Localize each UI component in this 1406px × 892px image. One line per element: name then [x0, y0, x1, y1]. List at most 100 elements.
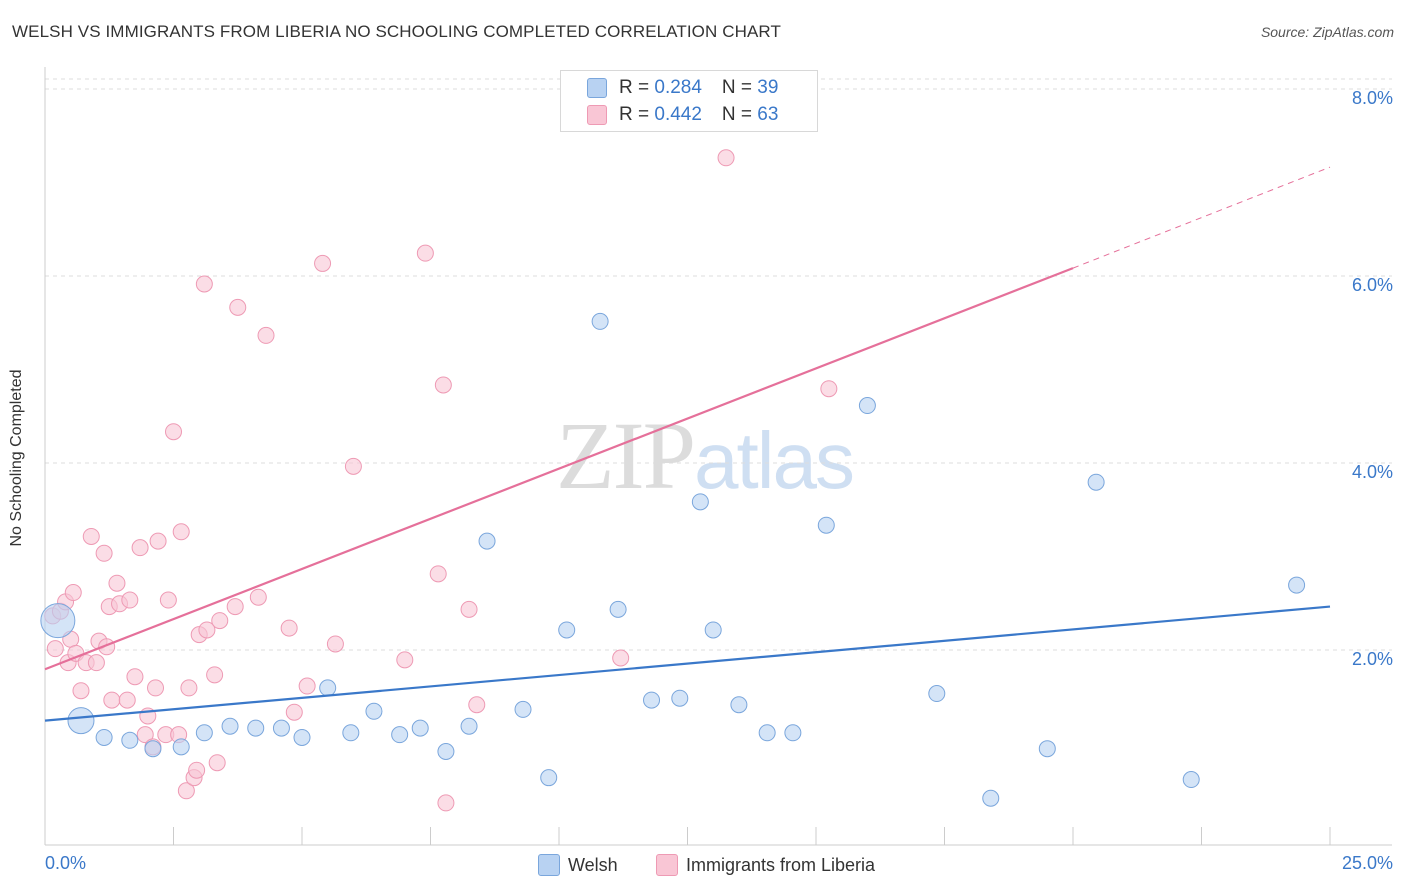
- liberia-point: [87, 654, 105, 672]
- liberia-point: [468, 696, 486, 714]
- welsh-legend-label: Welsh: [568, 855, 618, 875]
- liberia-point: [46, 640, 64, 658]
- liberia-point: [416, 244, 434, 262]
- welsh-point: [858, 397, 876, 415]
- liberia-point: [159, 591, 177, 609]
- liberia-point: [131, 539, 149, 557]
- liberia-point: [612, 649, 630, 667]
- liberia-point: [165, 423, 182, 441]
- x-tick-label: 25.0%: [1342, 853, 1393, 873]
- welsh-r-value: 0.284: [654, 77, 702, 98]
- welsh-point: [758, 724, 776, 742]
- chart-title: WELSH VS IMMIGRANTS FROM LIBERIA NO SCHO…: [12, 22, 781, 41]
- liberia-point: [314, 254, 332, 272]
- welsh-point: [982, 789, 1000, 807]
- liberia-point: [195, 275, 213, 293]
- welsh-point: [172, 738, 190, 756]
- welsh-point: [121, 731, 139, 749]
- liberia-point: [126, 668, 144, 686]
- liberia-n-label: N =: [721, 104, 758, 125]
- watermark-atlas: atlas: [694, 416, 855, 505]
- watermark: ZIPatlas: [556, 400, 855, 511]
- welsh-point: [609, 600, 627, 618]
- liberia-point: [118, 691, 136, 709]
- liberia-r-value: 0.442: [654, 104, 702, 125]
- welsh-point: [1038, 740, 1056, 758]
- welsh-point: [1087, 473, 1105, 491]
- liberia-point: [280, 619, 298, 637]
- liberia-point: [180, 679, 198, 697]
- liberia-point: [298, 677, 316, 695]
- liberia-point: [95, 544, 113, 562]
- liberia-point: [717, 149, 735, 167]
- liberia-trend-line: [44, 267, 1074, 671]
- welsh-point: [478, 532, 496, 550]
- welsh-point: [928, 685, 946, 703]
- welsh-legend-swatch: [538, 854, 560, 876]
- liberia-point: [344, 457, 362, 475]
- liberia-point: [188, 761, 206, 779]
- y-tick-label: 6.0%: [1352, 275, 1393, 295]
- legend-liberia-stats: R = 0.442 N = 63: [619, 102, 778, 128]
- welsh-point: [247, 719, 265, 737]
- welsh-point: [817, 516, 835, 534]
- liberia-points: [44, 149, 838, 812]
- y-tick-label: 2.0%: [1352, 649, 1393, 669]
- welsh-point: [195, 724, 213, 742]
- legend-welsh-stats: R = 0.284 N = 39: [619, 75, 778, 101]
- welsh-point: [221, 717, 239, 735]
- liberia-point: [229, 298, 247, 316]
- source-label: Source: ZipAtlas.com: [1260, 24, 1394, 40]
- liberia-point: [172, 523, 190, 541]
- welsh-point: [460, 717, 478, 735]
- liberia-point: [285, 703, 303, 721]
- welsh-point: [342, 724, 360, 742]
- liberia-point: [206, 666, 224, 684]
- welsh-point: [391, 726, 409, 744]
- liberia-r-label: R =: [619, 104, 655, 125]
- liberia-point: [460, 600, 478, 618]
- liberia-point: [396, 651, 414, 669]
- liberia-legend-label: Immigrants from Liberia: [686, 855, 876, 875]
- welsh-point: [411, 719, 429, 737]
- welsh-point: [730, 696, 748, 714]
- liberia-trend-extension: [1072, 166, 1331, 269]
- welsh-point: [591, 312, 609, 330]
- welsh-points: [40, 312, 1306, 807]
- legend-top: R = 0.284 N = 39 R = 0.442 N = 63: [560, 70, 818, 132]
- liberia-point: [147, 679, 165, 697]
- welsh-point: [691, 493, 709, 511]
- liberia-point: [211, 612, 229, 630]
- liberia-point: [226, 598, 244, 616]
- welsh-point: [437, 743, 455, 760]
- liberia-point: [820, 380, 838, 398]
- welsh-point: [540, 769, 558, 787]
- legend-bottom: Welsh Immigrants from Liberia: [0, 852, 1406, 878]
- welsh-point: [1182, 771, 1200, 789]
- liberia-point: [177, 782, 195, 800]
- tick-labels: 2.0% 4.0% 6.0% 8.0% 0.0% 25.0%: [45, 88, 1393, 873]
- welsh-point: [319, 679, 337, 697]
- liberia-n-value: 63: [757, 104, 779, 125]
- welsh-point: [784, 724, 802, 742]
- liberia-point: [434, 376, 452, 394]
- welsh-point: [704, 621, 722, 639]
- liberia-point: [121, 591, 139, 609]
- welsh-r-label: R =: [619, 77, 655, 98]
- liberia-point: [108, 574, 126, 592]
- welsh-n-label: N =: [721, 77, 758, 98]
- liberia-point: [208, 754, 226, 772]
- welsh-point: [558, 621, 576, 639]
- welsh-point: [643, 691, 661, 709]
- welsh-point: [293, 728, 311, 746]
- grid-lines: [45, 78, 1392, 651]
- welsh-point: [67, 707, 95, 735]
- welsh-point: [144, 740, 162, 758]
- welsh-point: [671, 689, 689, 707]
- y-tick-label: 4.0%: [1352, 462, 1393, 482]
- liberia-point: [136, 726, 154, 744]
- liberia-point: [429, 565, 447, 583]
- watermark-zip: ZIP: [556, 402, 696, 509]
- welsh-point: [40, 603, 76, 639]
